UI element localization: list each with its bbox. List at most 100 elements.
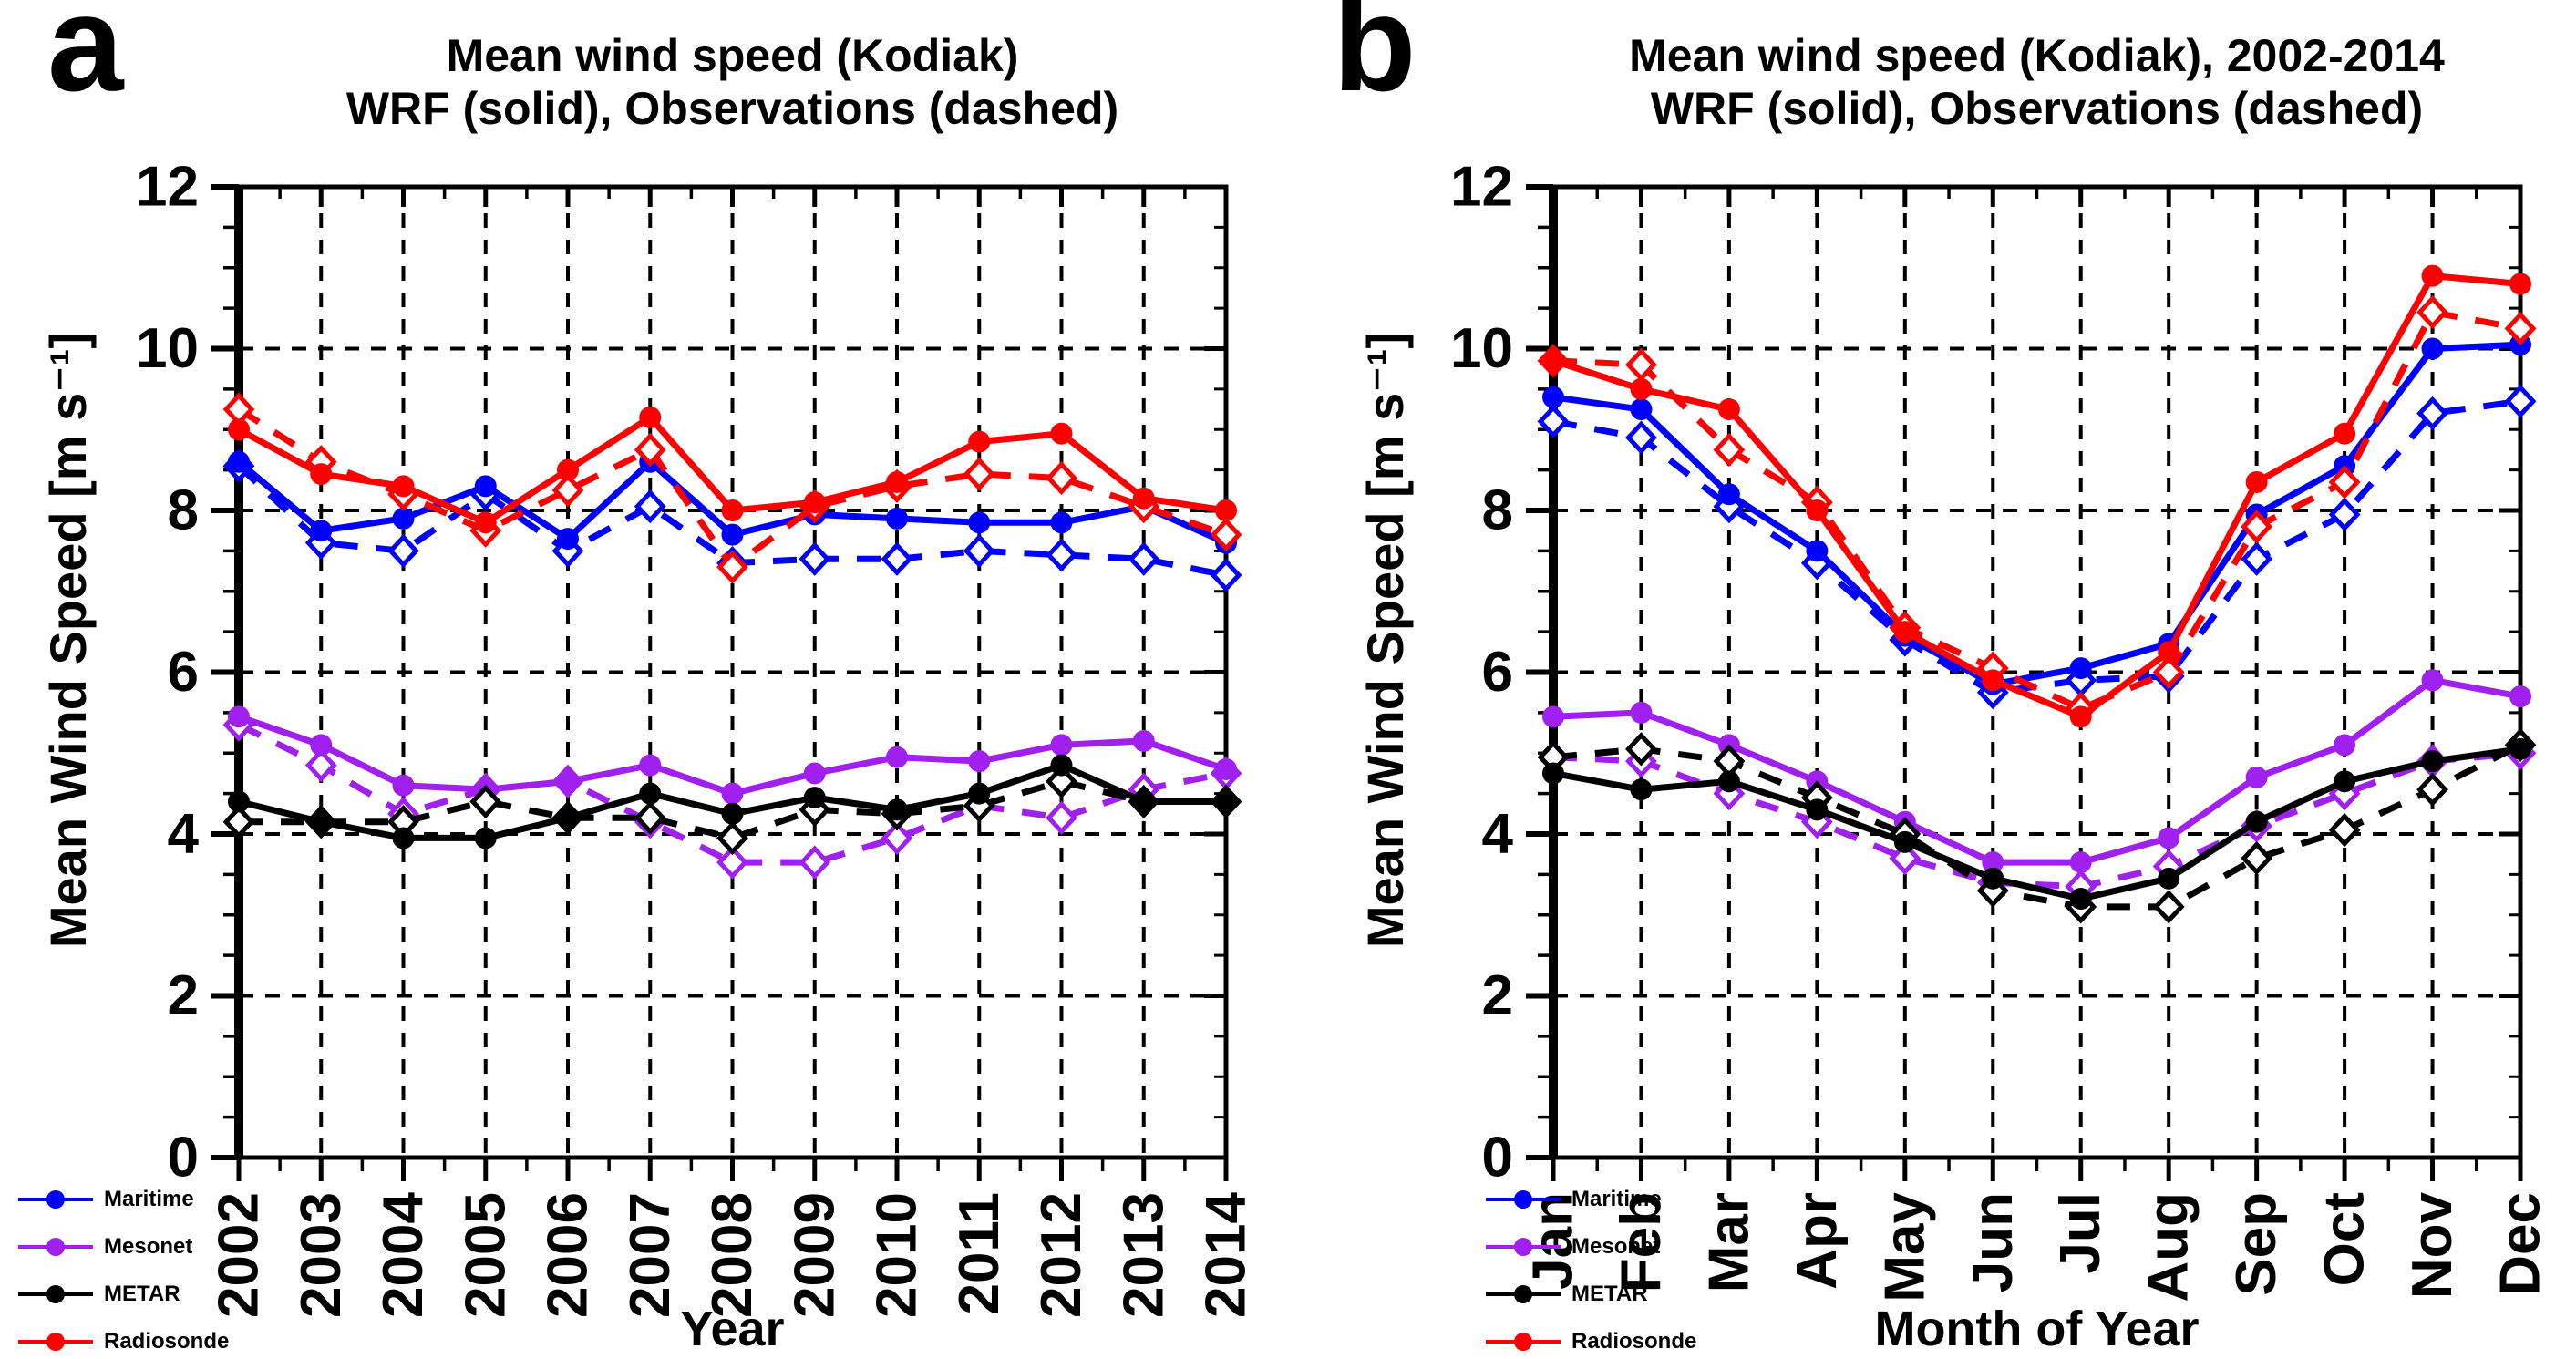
marker-filled-circle — [2158, 641, 2180, 664]
panel-a-legend: Maritime Mesonet METAR Radiosonde — [18, 1176, 229, 1359]
marker-filled-circle — [1542, 386, 1564, 408]
marker-filled-circle — [1806, 798, 1829, 821]
marker-open-diamond — [2416, 294, 2448, 330]
marker-open-diamond — [2152, 654, 2185, 690]
marker-open-diamond — [469, 784, 502, 819]
legend-marker-circle — [1514, 1190, 1532, 1209]
marker-filled-circle — [228, 790, 250, 813]
marker-open-diamond — [2241, 840, 2273, 876]
marker-filled-circle — [639, 754, 662, 777]
x-tick-label: Sep — [2225, 1192, 2288, 1296]
marker-open-diamond — [2241, 510, 2273, 544]
y-tick-label: 12 — [1450, 156, 1513, 219]
legend-marker-circle — [46, 1333, 65, 1351]
x-tick-label: Apr — [1786, 1192, 1849, 1290]
legend-item-maritime: Maritime — [1486, 1176, 1696, 1223]
series-line-mesonet-wrf — [1552, 676, 2521, 866]
series-line-metar-wrf — [1552, 746, 2521, 902]
x-tick-label: 2012 — [1030, 1192, 1093, 1318]
marker-filled-circle — [557, 770, 579, 793]
panel-b-title: Mean wind speed (Kodiak), 2002-2014 WRF … — [1553, 29, 2520, 135]
marker-filled-circle — [968, 511, 991, 534]
x-tick-label: Feb — [1610, 1192, 1673, 1292]
marker-open-diamond — [2416, 396, 2448, 431]
marker-filled-circle — [1132, 790, 1155, 813]
x-tick-label: 2005 — [454, 1192, 517, 1318]
marker-filled-circle — [886, 746, 908, 768]
marker-open-diamond — [716, 550, 748, 584]
panel-b-letter: b — [1333, 0, 1417, 119]
marker-open-diamond — [2328, 497, 2361, 532]
marker-filled-circle — [2509, 737, 2531, 760]
marker-filled-circle — [2334, 422, 2356, 445]
marker-filled-circle — [1050, 511, 1073, 534]
panel-a-plot: 0 2 4 6 8 10 12 2002 2003 2004 2005 2006 2007 2008 200… — [136, 156, 1258, 1318]
marker-filled-circle — [228, 450, 250, 473]
marker-filled-circle — [1132, 729, 1155, 752]
x-tick-label: 2008 — [701, 1192, 764, 1318]
marker-open-diamond — [1713, 432, 1746, 468]
y-tick-label: 4 — [1482, 803, 1514, 866]
marker-filled-circle — [392, 507, 415, 530]
marker-filled-circle — [1050, 734, 1073, 757]
marker-filled-circle — [886, 798, 908, 821]
marker-open-diamond — [2328, 465, 2361, 499]
marker-open-diamond — [1889, 840, 1922, 876]
marker-filled-circle — [1542, 349, 1564, 372]
marker-filled-circle — [2069, 657, 2092, 680]
marker-filled-circle — [1050, 754, 1073, 777]
x-tick-label: Jun — [1962, 1192, 2025, 1292]
legend-label: Mesonet — [1571, 1234, 1661, 1259]
x-tick-label: 2007 — [619, 1192, 682, 1318]
marker-open-diamond — [1046, 764, 1077, 798]
marker-filled-circle — [1215, 790, 1237, 813]
y-tick-label: 2 — [168, 964, 199, 1027]
panel-b-title-line2: WRF (solid), Observations (dashed) — [1650, 83, 2424, 134]
x-tick-label: 2014 — [1195, 1191, 1258, 1317]
marker-filled-circle — [2069, 851, 2092, 874]
x-tick-label: 2013 — [1112, 1192, 1175, 1318]
marker-open-diamond — [634, 489, 666, 524]
marker-open-diamond — [304, 747, 337, 783]
legend-item-metar: METAR — [18, 1271, 229, 1318]
legend-marker-circle — [1514, 1333, 1532, 1351]
x-tick-label: 2006 — [537, 1192, 600, 1318]
marker-filled-circle — [886, 507, 908, 530]
marker-filled-circle — [2334, 734, 2356, 757]
marker-filled-circle — [1893, 621, 1916, 643]
legend-marker-circle — [46, 1238, 65, 1256]
marker-open-diamond — [2328, 812, 2361, 848]
x-tick-label: 2003 — [290, 1192, 353, 1318]
marker-filled-circle — [968, 782, 991, 805]
marker-filled-circle — [228, 705, 250, 728]
marker-open-diamond — [2241, 541, 2273, 576]
marker-filled-circle — [2245, 766, 2268, 788]
marker-open-diamond — [222, 805, 255, 839]
marker-filled-circle — [1630, 398, 1653, 421]
y-tick-label: 4 — [168, 803, 200, 866]
y-tick-label: 10 — [1450, 317, 1513, 380]
marker-filled-circle — [886, 470, 908, 493]
x-tick-label: Mar — [1697, 1192, 1760, 1292]
legend-line-metar — [1486, 1285, 1561, 1303]
marker-filled-circle — [803, 762, 826, 785]
panel-b-legend: Maritime Mesonet METAR Radiosonde — [1486, 1176, 1696, 1359]
legend-label: Maritime — [104, 1187, 194, 1211]
marker-open-diamond — [963, 533, 995, 569]
x-tick-label: Jul — [2049, 1192, 2112, 1274]
legend-line-metar — [18, 1285, 93, 1303]
marker-filled-circle — [639, 782, 662, 805]
marker-filled-circle — [474, 511, 497, 534]
marker-filled-circle — [2245, 470, 2268, 493]
marker-open-diamond — [634, 800, 666, 835]
y-tick-label: 10 — [136, 317, 199, 380]
x-tick-label: 2010 — [866, 1192, 929, 1318]
series-line-radiosonde-observations — [1552, 308, 2521, 713]
series-line-mesonet-observations — [1552, 749, 2521, 891]
marker-filled-circle — [1806, 499, 1829, 521]
legend-marker-circle — [46, 1285, 65, 1303]
legend-line-maritime — [1486, 1190, 1561, 1209]
panel-b-x-axis-label: Month of Year — [1874, 1302, 2200, 1356]
legend-item-maritime: Maritime — [18, 1176, 229, 1223]
legend-marker-circle — [1514, 1285, 1532, 1303]
